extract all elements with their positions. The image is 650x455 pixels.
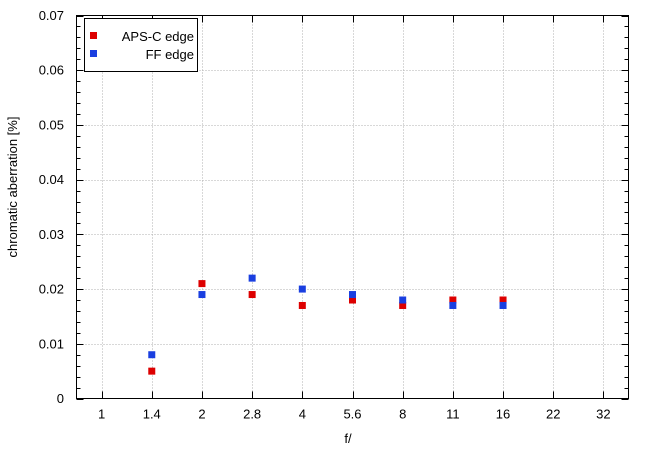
ff-edge-point xyxy=(148,351,156,359)
x-tick-label: 8 xyxy=(399,407,406,422)
y-tick-label: 0.02 xyxy=(39,282,64,297)
legend-marker-aps-c xyxy=(90,32,97,39)
ff-edge-point xyxy=(298,285,306,293)
aps-c-edge-point xyxy=(499,296,507,304)
x-tick-label: 5.6 xyxy=(343,407,361,422)
ff-edge-point xyxy=(248,274,256,282)
ff-edge-point xyxy=(449,301,457,309)
y-tick-label: 0.04 xyxy=(39,172,64,187)
ff-edge-point xyxy=(198,291,206,299)
y-tick-label: 0.03 xyxy=(39,227,64,242)
x-tick-label: 11 xyxy=(446,407,460,422)
grid-lines xyxy=(76,15,629,399)
axis-ticks xyxy=(76,15,629,400)
y-tick-label: 0 xyxy=(57,391,64,406)
aps-c-edge-point xyxy=(248,291,256,299)
aps-c-edge-point xyxy=(198,280,206,288)
ff-edge-point xyxy=(399,296,407,304)
aps-c-edge-point xyxy=(399,301,407,309)
x-tick-labels: 1 1.4 2 2.8 4 5.6 8 11 16 22 32 xyxy=(98,407,611,422)
legend-label-ff: FF edge xyxy=(146,47,194,62)
aps-c-edge-point xyxy=(298,301,306,309)
ff-edge-point xyxy=(349,291,356,299)
legend-marker-ff xyxy=(90,50,97,57)
data-points xyxy=(148,274,507,375)
y-tick-label: 0.06 xyxy=(39,63,64,78)
x-tick-label: 1 xyxy=(98,407,105,422)
x-tick-label: 1.4 xyxy=(143,407,161,422)
x-tick-label: 2 xyxy=(198,407,205,422)
legend-box xyxy=(84,18,198,72)
y-axis-label: chromatic aberration [%] xyxy=(5,117,20,258)
ff-edge-point xyxy=(499,301,507,309)
x-tick-label: 4 xyxy=(299,407,306,422)
legend-label-aps-c: APS-C edge xyxy=(122,29,194,44)
y-tick-label: 0.01 xyxy=(39,336,64,351)
x-tick-label: 16 xyxy=(496,407,510,422)
aps-c-edge-point xyxy=(148,367,156,375)
x-tick-label: 2.8 xyxy=(243,407,261,422)
aps-c-edge-point xyxy=(449,296,457,304)
y-tick-label: 0.07 xyxy=(39,8,64,23)
plot-area-frame xyxy=(76,15,629,399)
legend: APS-C edge FF edge xyxy=(84,18,198,72)
y-tick-labels: 0 0.01 0.02 0.03 0.04 0.05 0.06 0.07 xyxy=(39,8,64,406)
x-tick-label: 32 xyxy=(596,407,610,422)
y-tick-label: 0.05 xyxy=(39,117,64,132)
aps-c-edge-point xyxy=(349,296,356,304)
x-tick-label: 22 xyxy=(546,407,560,422)
x-axis-label: f/ xyxy=(344,431,352,446)
